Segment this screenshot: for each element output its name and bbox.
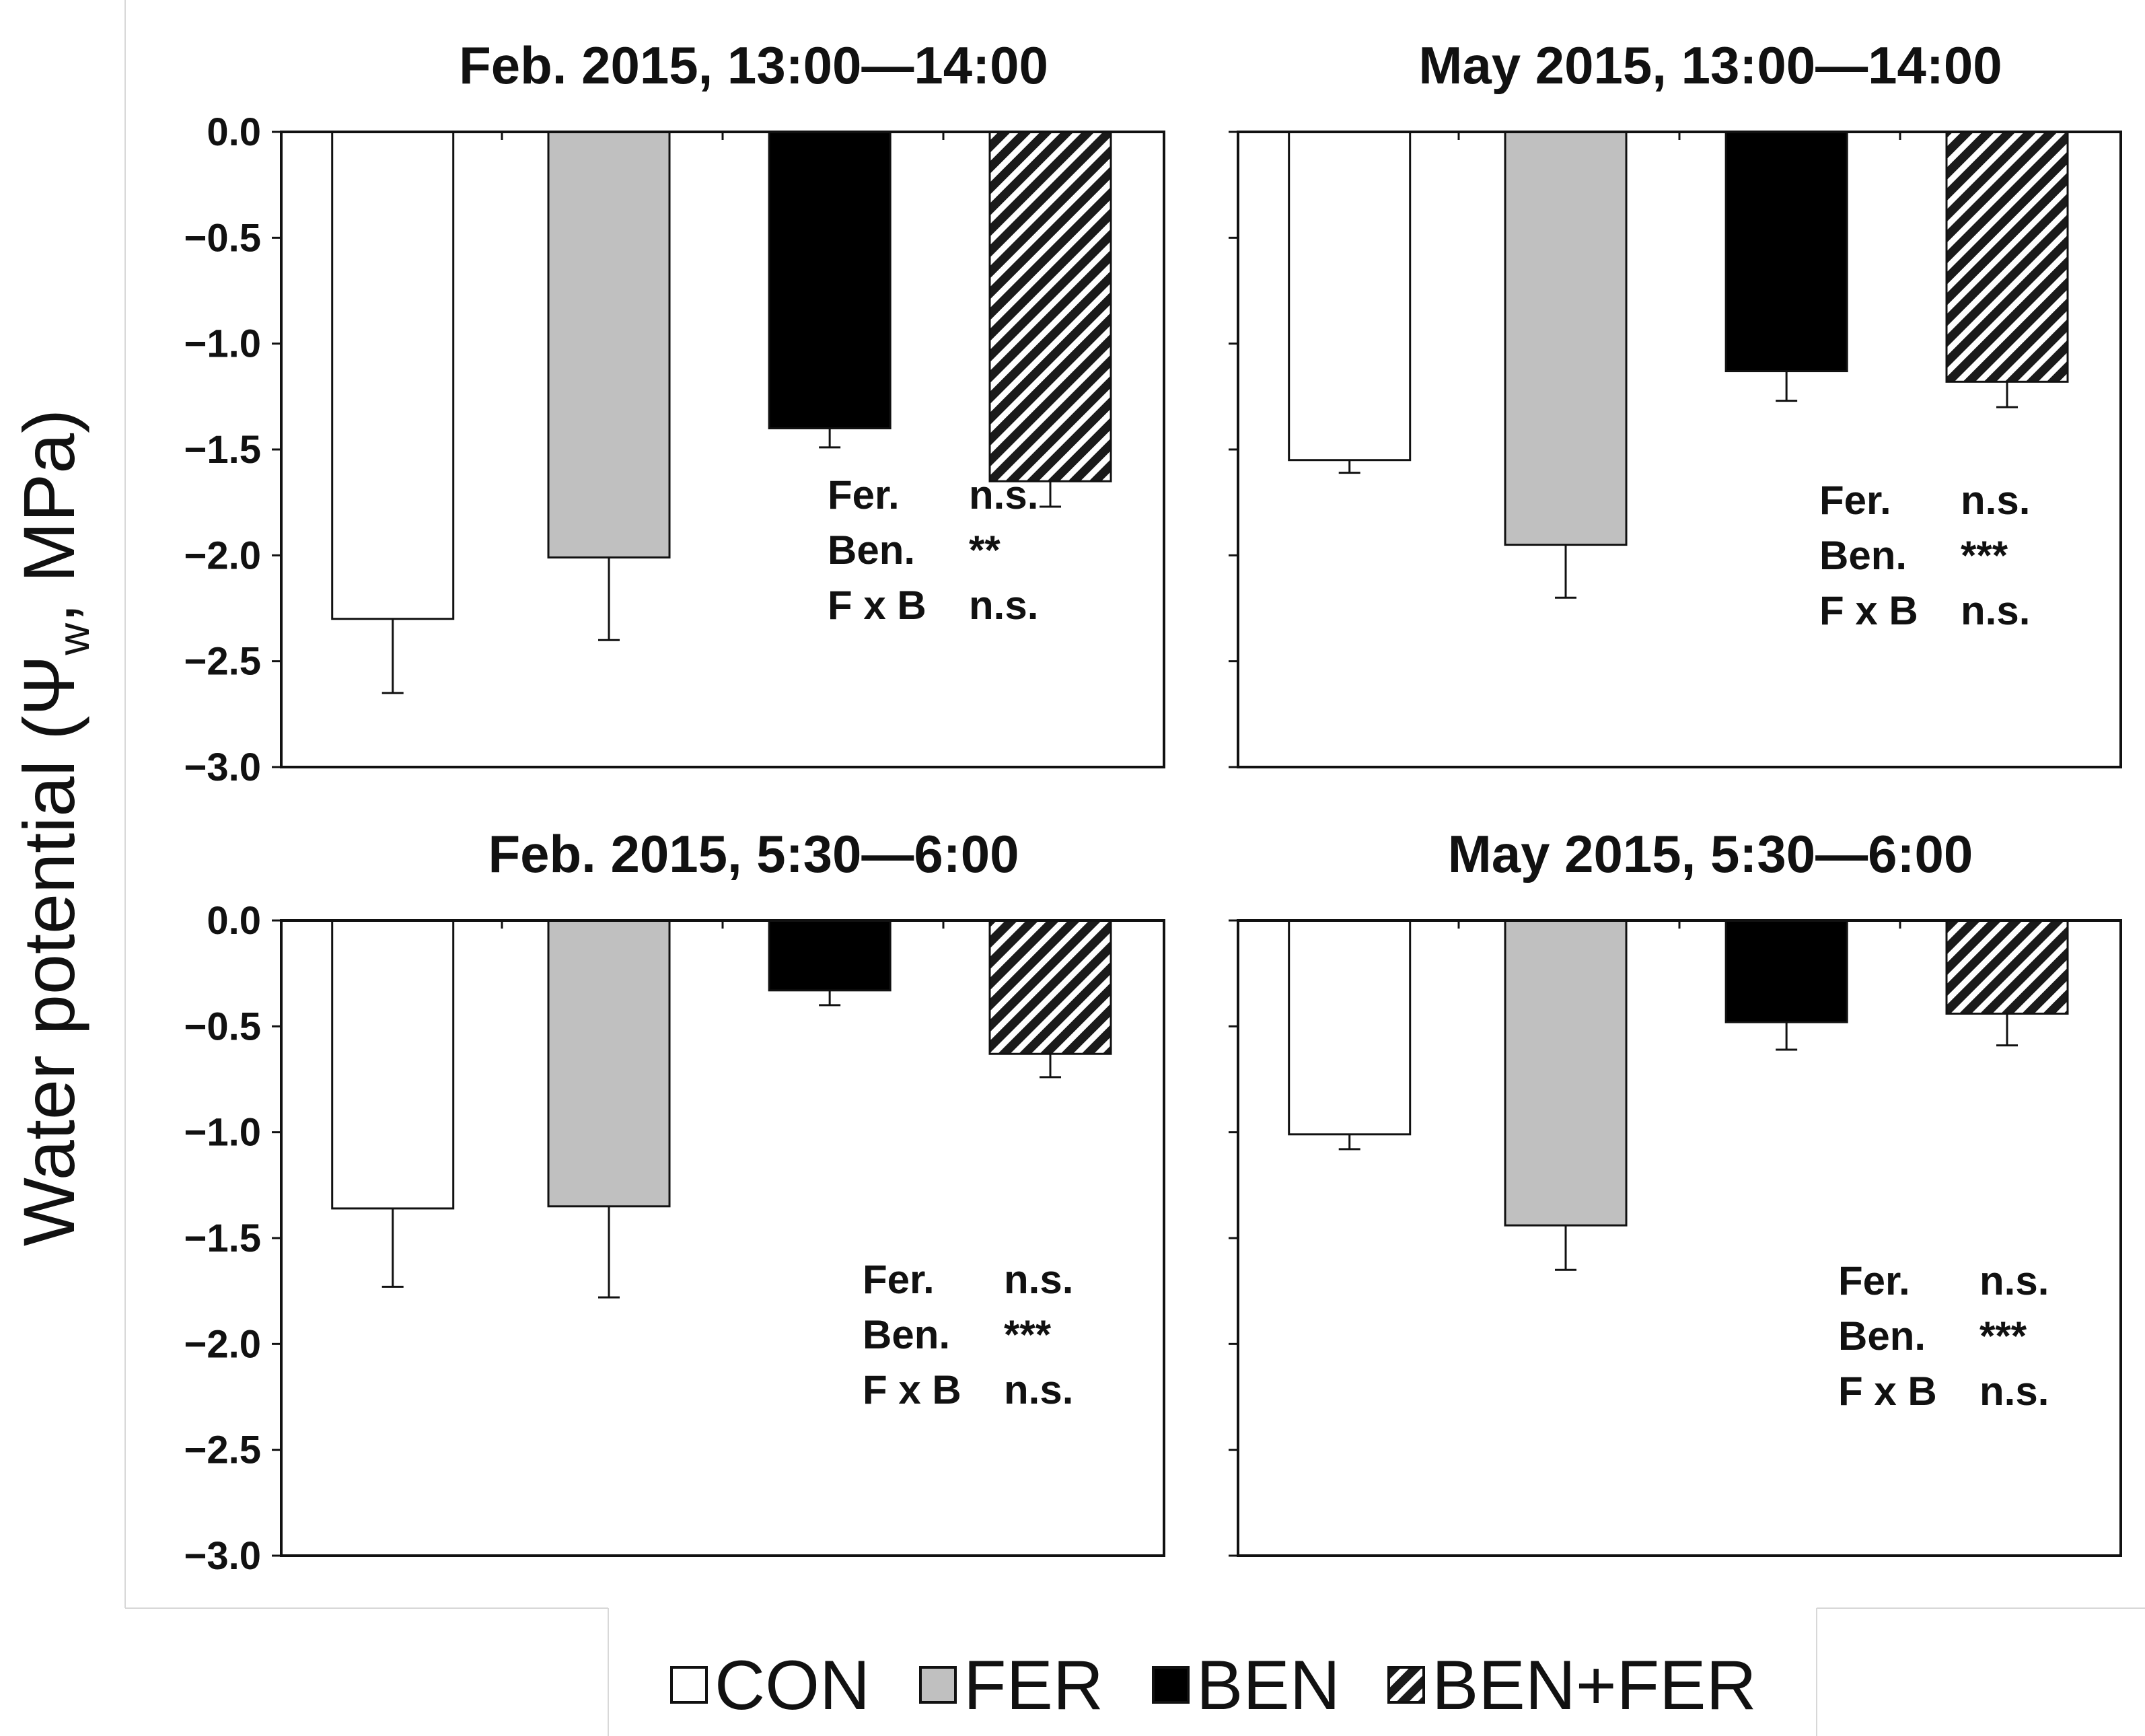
legend-item-ben: BEN: [1152, 1647, 1340, 1725]
y-tick-label: −2.5: [184, 1428, 262, 1472]
y-axis-label-tail: , MPa): [8, 409, 89, 623]
stat-result: ***: [1004, 1312, 1052, 1357]
stat-factor: Fer.: [863, 1257, 935, 1302]
chart-panel-4: May 2015, 5:30―6:00 Fer. n.s. Ben. *** F x B n…: [1229, 824, 2122, 1557]
bar-ben-plus-fer: [988, 919, 1112, 1055]
y-tick-label: −2.0: [184, 534, 262, 577]
y-tick-label: −2.5: [184, 640, 262, 684]
legend: CON FER BEN BEN+FER: [670, 1647, 1757, 1725]
bar-fer: [1504, 131, 1628, 546]
stat-factor: F x B: [1838, 1369, 1937, 1414]
stat-factor: Ben.: [1838, 1313, 1926, 1359]
bar-ben-plus-fer: [1945, 919, 2069, 1015]
stat-result: n.s.: [1979, 1369, 2049, 1414]
legend-swatch: [1387, 1666, 1425, 1704]
y-tick-label: −0.5: [184, 216, 262, 260]
panel-title: Feb. 2015, 13:00―14:00: [459, 36, 1048, 95]
bar-con: [331, 131, 455, 620]
bar-fer: [1504, 919, 1628, 1227]
stat-factor: Fer.: [1838, 1258, 1910, 1303]
y-tick-label: −1.5: [184, 1217, 262, 1260]
legend-swatch: [1152, 1666, 1190, 1704]
y-tick-label: −0.5: [184, 1005, 262, 1048]
stat-factor: Fer.: [828, 472, 900, 517]
bar-con: [1288, 131, 1412, 462]
y-tick-label: 0.0: [207, 899, 261, 943]
y-tick-label: −3.0: [184, 746, 262, 789]
stat-result: **: [969, 528, 1001, 573]
panel-title: May 2015, 5:30―6:00: [1448, 824, 1973, 883]
y-tick-label: 0.0: [207, 110, 261, 154]
y-tick-label: −1.5: [184, 428, 262, 472]
stat-result: n.s.: [1004, 1257, 1073, 1302]
legend-label: CON: [715, 1647, 870, 1725]
stat-result: n.s.: [1961, 588, 2030, 633]
stat-factor: F x B: [828, 583, 926, 628]
panels: Feb. 2015, 13:00―14:00 0.0 −0.5 −1.0 −1.5 −2.…: [184, 36, 2122, 1578]
bar-ben: [1724, 131, 1848, 373]
stat-result: ***: [1961, 533, 2008, 578]
y-axis-label-main: Water potential (Ψ: [8, 655, 89, 1247]
bar-con: [331, 919, 455, 1210]
y-tick-label: −1.0: [184, 1111, 262, 1155]
legend-item-con: CON: [670, 1647, 870, 1725]
legend-item-fer: FER: [919, 1647, 1103, 1725]
chart-panel-2: May 2015, 13:00―14:00 Fer. n.s. Ben. *** F x …: [1229, 36, 2122, 768]
stat-factor: Ben.: [863, 1312, 950, 1357]
legend-label: BEN+FER: [1432, 1647, 1757, 1725]
bar-ben: [768, 919, 892, 992]
bar-fer: [547, 919, 671, 1208]
y-tick-label: −2.0: [184, 1322, 262, 1366]
bar-ben: [1724, 919, 1848, 1023]
y-tick-label: −1.0: [184, 322, 262, 366]
y-axis-label-sub: w: [48, 623, 98, 656]
bar-fer: [547, 131, 671, 558]
stat-factor: F x B: [1819, 588, 1918, 633]
chart-panel-1: Feb. 2015, 13:00―14:00 0.0 −0.5 −1.0 −1.5 −2.…: [184, 36, 1165, 789]
stat-result: n.s.: [1961, 478, 2030, 523]
panel-title: May 2015, 13:00―14:00: [1418, 36, 2002, 95]
stat-factor: Ben.: [1819, 533, 1907, 578]
legend-label: FER: [964, 1647, 1103, 1725]
stat-result: n.s.: [969, 472, 1038, 517]
legend-label: BEN: [1196, 1647, 1340, 1725]
bar-con: [1288, 919, 1412, 1136]
chart-panel-3: Feb. 2015, 5:30―6:00 0.0 −0.5 −1.0 −1.5 −2.0 −…: [184, 824, 1165, 1578]
legend-swatch: [919, 1666, 957, 1704]
stat-factor: Ben.: [828, 528, 915, 573]
stat-factor: F x B: [863, 1367, 961, 1412]
bar-ben-plus-fer: [1945, 131, 2069, 383]
panel-title: Feb. 2015, 5:30―6:00: [488, 824, 1019, 883]
y-tick-label: −3.0: [184, 1534, 262, 1578]
bar-ben-plus-fer: [988, 131, 1112, 482]
legend-swatch: [670, 1666, 708, 1704]
stat-result: ***: [1979, 1313, 2027, 1359]
legend-item-ben-plus-fer: BEN+FER: [1387, 1647, 1757, 1725]
y-axis-label: Water potential (Ψw, MPa): [8, 409, 98, 1246]
stat-factor: Fer.: [1819, 478, 1891, 523]
stat-result: n.s.: [1004, 1367, 1073, 1412]
bar-ben: [768, 131, 892, 430]
stat-result: n.s.: [1979, 1258, 2049, 1303]
stat-result: n.s.: [969, 583, 1038, 628]
